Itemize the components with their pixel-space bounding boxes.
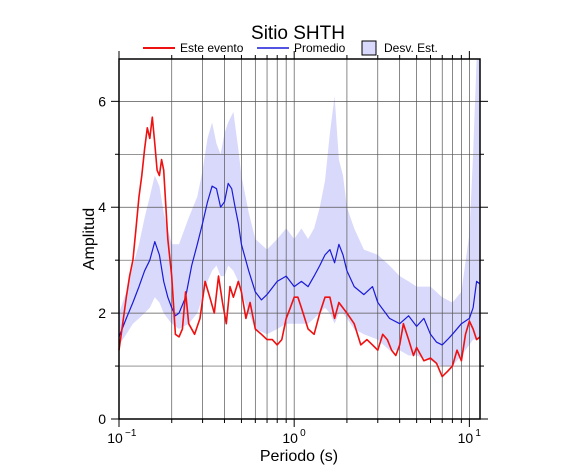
y-tick-label: 4 [98,199,106,215]
y-tick-label: 0 [98,411,106,427]
x-tick-label-exponent: −1 [125,428,137,439]
grid-layer [118,59,480,419]
y-tick-label: 2 [98,305,106,321]
series-layer [118,116,481,378]
series-line-este [118,116,481,378]
chart-title: Sitio SHTH [251,23,345,44]
legend-label-este: Este evento [180,41,244,55]
series-line-promedio [118,182,481,346]
legend-label-band: Desv. Est. [384,41,438,55]
std-band-area [119,59,480,367]
x-tick-label-exponent: 1 [475,428,481,439]
std-band-layer [119,59,480,367]
x-tick-label-exponent: 0 [300,428,306,439]
y-tick-label: 6 [98,93,106,109]
x-tick-label: 10 [107,430,123,446]
x-tick-label: 10 [458,430,474,446]
plot-frame [118,58,481,420]
legend-swatch-band [361,40,377,56]
x-tick-label: 10 [282,430,298,446]
y-axis-label: Amplitud [81,208,98,270]
x-axis-label: Periodo (s) [260,448,338,465]
legend-label-promedio: Promedio [294,41,346,55]
legend: Este evento Promedio Desv. Est. [143,40,438,56]
